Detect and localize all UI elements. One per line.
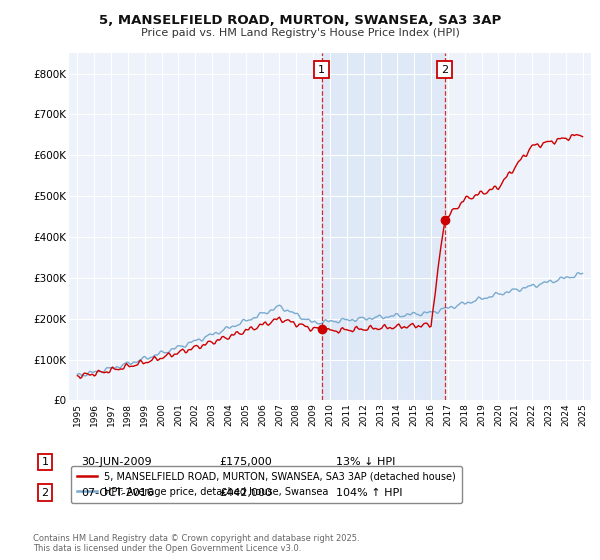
- Text: Price paid vs. HM Land Registry's House Price Index (HPI): Price paid vs. HM Land Registry's House …: [140, 28, 460, 38]
- Legend: 5, MANSELFIELD ROAD, MURTON, SWANSEA, SA3 3AP (detached house), HPI: Average pri: 5, MANSELFIELD ROAD, MURTON, SWANSEA, SA…: [71, 466, 462, 502]
- Text: £175,000: £175,000: [219, 457, 272, 467]
- Text: 1: 1: [318, 64, 325, 74]
- Text: 104% ↑ HPI: 104% ↑ HPI: [336, 488, 403, 498]
- Bar: [322, 53, 445, 400]
- Text: 2: 2: [441, 64, 448, 74]
- Text: 1: 1: [41, 457, 49, 467]
- Text: Contains HM Land Registry data © Crown copyright and database right 2025.
This d: Contains HM Land Registry data © Crown c…: [33, 534, 359, 553]
- Text: 30-JUN-2009: 30-JUN-2009: [81, 457, 152, 467]
- Text: £442,000: £442,000: [219, 488, 272, 498]
- Text: 2: 2: [41, 488, 49, 498]
- Text: 07-OCT-2016: 07-OCT-2016: [81, 488, 154, 498]
- Text: 13% ↓ HPI: 13% ↓ HPI: [336, 457, 395, 467]
- Text: 5, MANSELFIELD ROAD, MURTON, SWANSEA, SA3 3AP: 5, MANSELFIELD ROAD, MURTON, SWANSEA, SA…: [99, 14, 501, 27]
